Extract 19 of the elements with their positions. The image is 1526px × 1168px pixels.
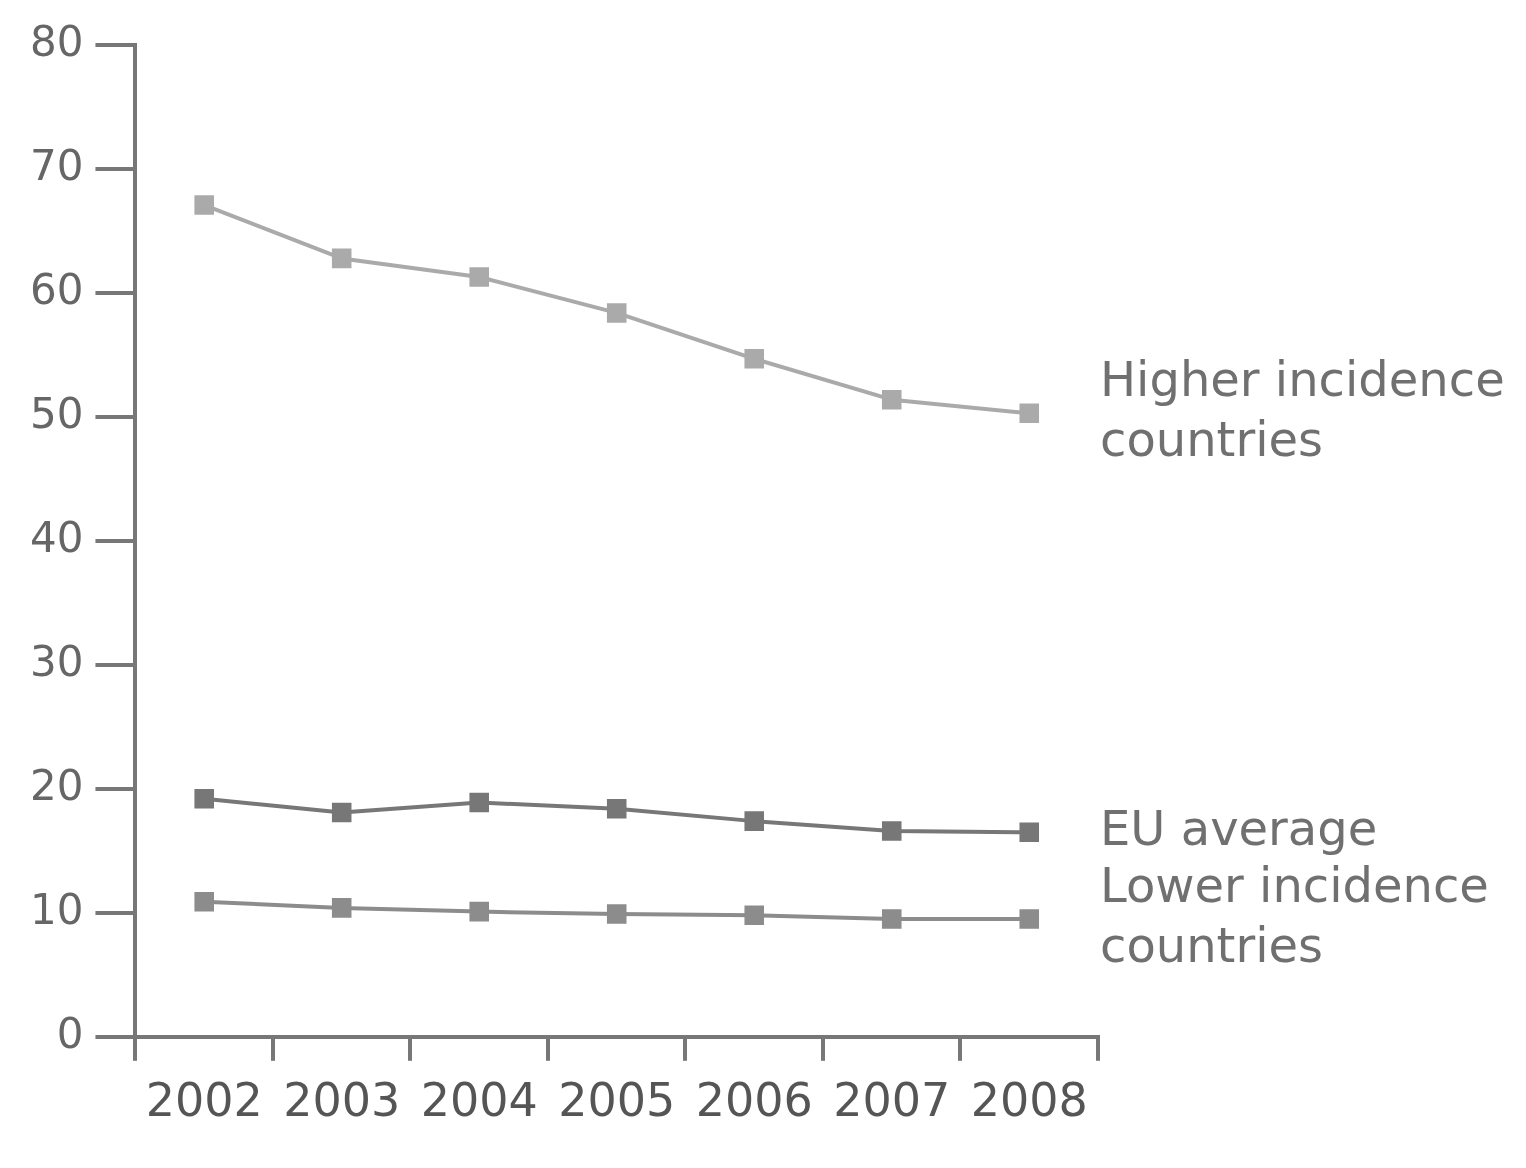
x-tick-label: 2003 (283, 1073, 401, 1128)
series-label: EU average (1100, 799, 1378, 856)
x-tick-label: 2002 (145, 1073, 263, 1128)
y-tick-label: 40 (29, 512, 84, 562)
y-tick-label: 60 (29, 265, 84, 315)
y-tick-label: 20 (29, 760, 84, 810)
y-tick-label: 70 (29, 141, 84, 191)
series-label: Lower incidence countries (1100, 856, 1489, 973)
y-tick-label: 0 (56, 1008, 84, 1058)
x-tick-label: 2005 (558, 1073, 676, 1128)
y-tick-label: 50 (29, 388, 84, 438)
x-tick-label: 2006 (695, 1073, 813, 1128)
y-tick-label: 30 (29, 636, 84, 686)
x-tick-label: 2007 (833, 1073, 951, 1128)
x-tick-label: 2008 (970, 1073, 1088, 1128)
y-tick-label: 80 (29, 17, 84, 67)
y-tick-label: 10 (29, 884, 84, 934)
x-tick-label: 2004 (420, 1073, 538, 1128)
series-label: Higher incidence countries (1100, 350, 1505, 467)
